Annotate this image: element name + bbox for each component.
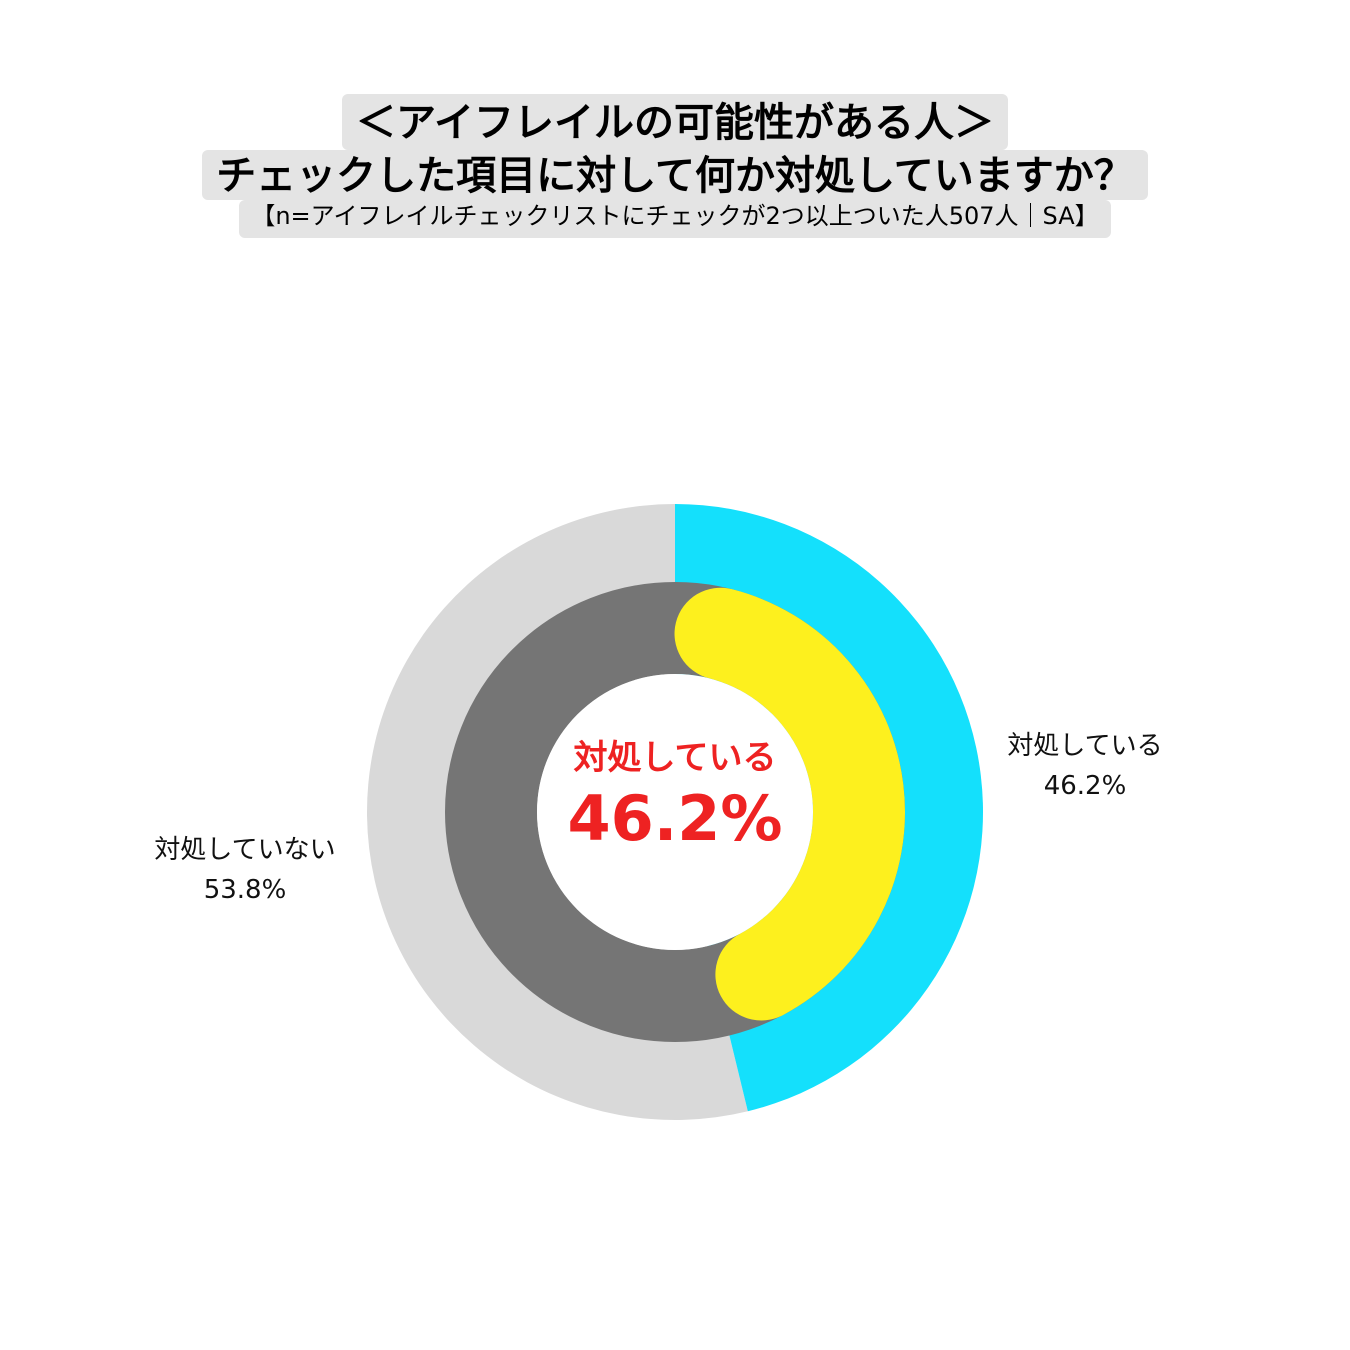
chart-subtitle: 【n=アイフレイルチェックリストにチェックが2つ以上ついた人507人｜SA】 — [239, 200, 1111, 238]
slice-label-addressing-name: 対処している — [1007, 731, 1163, 761]
slice-label-not-addressing-value: 53.8% — [203, 875, 287, 905]
chart-title-line-1: ＜アイフレイルの可能性がある人＞ — [342, 94, 1008, 150]
chart-title-line-2: チェックした項目に対して何か対処していますか？ — [202, 150, 1148, 200]
inner-slice-addressing — [674, 587, 905, 1021]
slice-label-addressing: 対処している 46.2% — [985, 726, 1185, 806]
inner-ring — [445, 582, 905, 1042]
chart-header: ＜アイフレイルの可能性がある人＞ チェックした項目に対して何か対処していますか？… — [0, 94, 1350, 238]
slice-label-not-addressing-name: 対処していない — [154, 835, 336, 865]
center-value-label: 46.2% — [567, 782, 783, 855]
slice-label-addressing-value: 46.2% — [1043, 771, 1127, 801]
center-category-label: 対処している — [573, 738, 777, 778]
donut-hole — [537, 674, 813, 950]
slice-label-not-addressing: 対処していない 53.8% — [130, 830, 360, 910]
